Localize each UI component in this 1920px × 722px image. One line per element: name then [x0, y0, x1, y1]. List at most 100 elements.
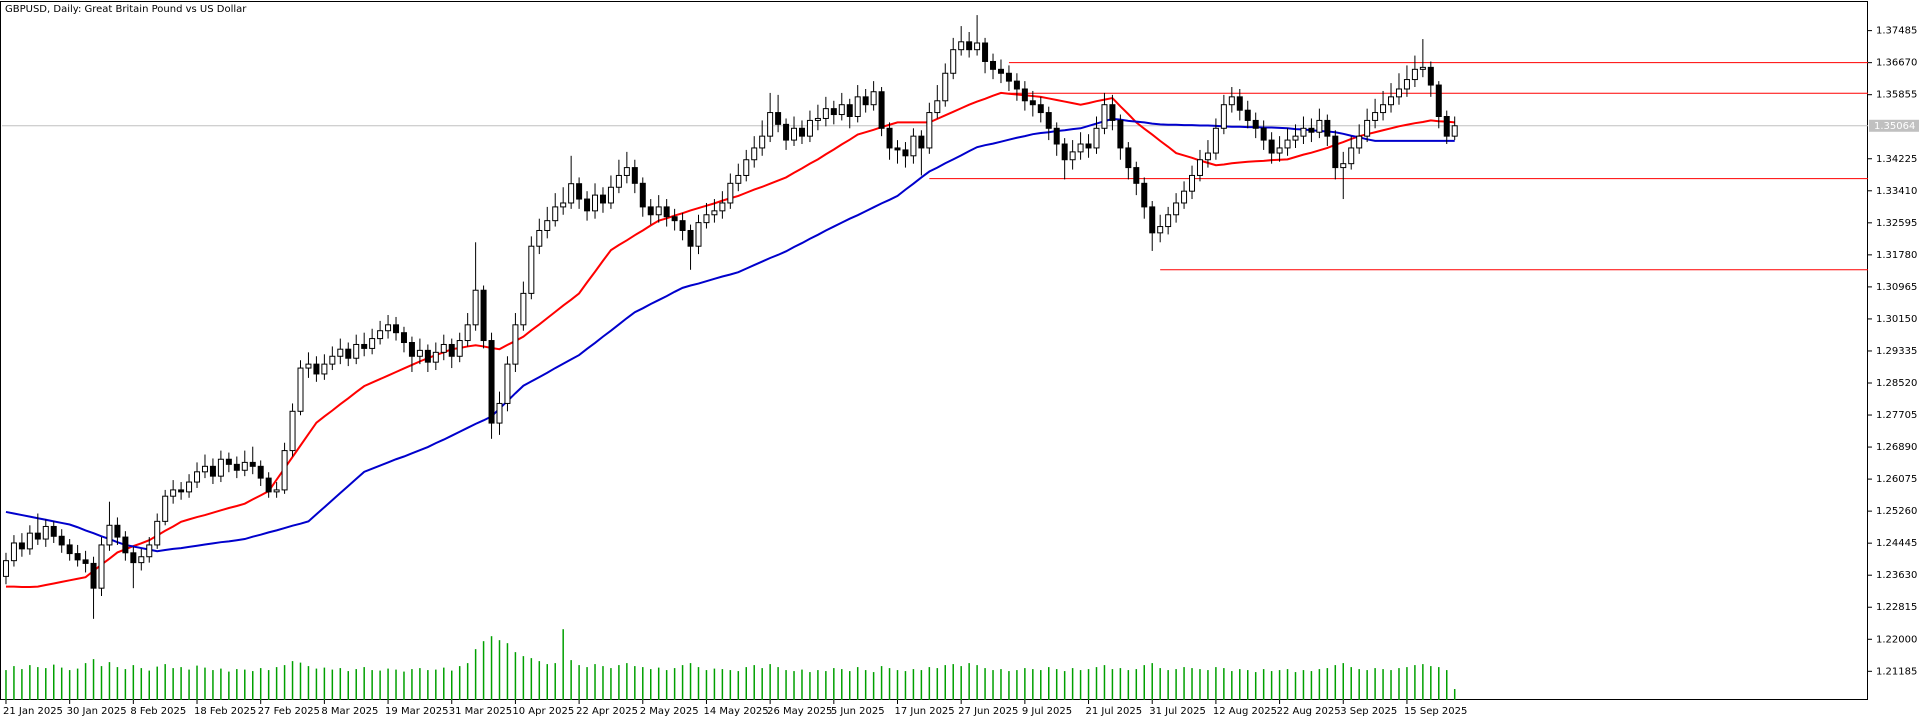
- candle-body: [1300, 127, 1307, 137]
- candle-body: [58, 535, 65, 546]
- candle-body: [1125, 147, 1132, 169]
- candle-body: [623, 167, 630, 176]
- chart-title: GBPUSD, Daily: Great Britain Pound vs US…: [5, 4, 247, 15]
- y-tick-label: 1.24445: [1876, 538, 1917, 549]
- candle-body: [2, 560, 9, 577]
- y-tick-label: 1.33410: [1876, 186, 1917, 197]
- moving-average: [5, 117, 1455, 553]
- candle-body: [225, 458, 232, 465]
- candle-body: [671, 216, 678, 222]
- candle-body: [464, 324, 471, 342]
- x-tick-label: 3 Sep 2025: [1340, 706, 1397, 717]
- y-tick-label: 1.34225: [1876, 154, 1917, 165]
- candle-body: [910, 135, 917, 157]
- candle-body: [1021, 88, 1028, 102]
- candle-body: [1443, 115, 1450, 137]
- y-tick-label: 1.30965: [1876, 282, 1917, 293]
- candle-body: [1157, 226, 1164, 234]
- candle-body: [1196, 159, 1203, 176]
- candle-body: [838, 104, 845, 116]
- x-tick-label: 27 Jun 2025: [958, 706, 1018, 717]
- y-tick-label: 1.27705: [1876, 410, 1917, 421]
- candle-body: [1372, 112, 1379, 121]
- x-tick-label: 9 Jul 2025: [1022, 706, 1072, 717]
- candle-body: [424, 349, 431, 363]
- y-tick-label: 1.25260: [1876, 506, 1917, 517]
- x-tick-label: 31 Jul 2025: [1149, 706, 1206, 717]
- candle-body: [783, 123, 790, 141]
- candle-body: [90, 562, 97, 589]
- candle-body: [1260, 127, 1267, 141]
- candle-body: [146, 544, 153, 558]
- candle-body: [42, 525, 49, 540]
- candle-body: [329, 355, 336, 365]
- candle-body: [1085, 143, 1092, 149]
- candle-body: [385, 324, 392, 332]
- candle-body: [345, 348, 352, 359]
- candle-body: [1029, 100, 1036, 106]
- price-tag: 1.35064: [1869, 119, 1919, 132]
- x-tick-label: 5 Jun 2025: [831, 706, 885, 717]
- candle-body: [1403, 79, 1410, 90]
- candle-body: [751, 147, 758, 161]
- candle-body: [1356, 135, 1363, 149]
- candle-body: [647, 206, 654, 216]
- candle-body: [902, 149, 909, 157]
- candle-body: [974, 42, 981, 51]
- candle-body: [599, 194, 606, 204]
- candle-body: [488, 340, 495, 424]
- candle-body: [576, 183, 583, 200]
- candle-body: [997, 68, 1004, 74]
- candle-body: [1212, 127, 1219, 154]
- candle-body: [241, 461, 248, 471]
- candle-body: [1380, 104, 1387, 114]
- candle-body: [1411, 68, 1418, 81]
- candle-body: [257, 465, 264, 479]
- candle-body: [122, 536, 129, 554]
- candle-body: [1236, 96, 1243, 111]
- candle-body: [1324, 119, 1331, 137]
- candle-body: [1388, 96, 1395, 106]
- candle-body: [894, 147, 901, 151]
- candle-body: [1332, 135, 1339, 169]
- candle-body: [209, 465, 216, 477]
- candle-body: [353, 343, 360, 359]
- candle-body: [854, 96, 861, 117]
- candle-body: [1013, 80, 1020, 90]
- candle-body: [791, 127, 798, 141]
- candle-body: [18, 542, 25, 550]
- x-tick-label: 18 Feb 2025: [194, 706, 256, 717]
- candle-body: [918, 135, 925, 149]
- candle-body: [273, 489, 280, 493]
- x-tick-label: 19 Mar 2025: [385, 706, 448, 717]
- price-tag-box: [1869, 119, 1919, 132]
- candle-body: [289, 410, 296, 452]
- candle-body: [639, 182, 646, 208]
- y-tick-label: 1.29335: [1876, 346, 1917, 357]
- candle-body: [337, 348, 344, 357]
- candle-body: [560, 202, 567, 208]
- candle-body: [1419, 66, 1426, 70]
- x-tick-label: 30 Jan 2025: [67, 706, 127, 717]
- candle-body: [1181, 190, 1188, 204]
- candle-body: [1268, 139, 1275, 154]
- candle-body: [663, 206, 670, 218]
- candle-body: [217, 458, 224, 477]
- candle-body: [934, 100, 941, 114]
- candle-body: [830, 108, 837, 116]
- y-tick-label: 1.36670: [1876, 58, 1917, 69]
- candle-body: [138, 556, 145, 564]
- candle-body: [798, 127, 805, 137]
- candle-body: [1037, 104, 1044, 114]
- candle-body: [958, 41, 965, 51]
- candle-body: [1101, 104, 1108, 129]
- x-tick-label: 21 Jan 2025: [3, 706, 63, 717]
- candle-body: [1435, 84, 1442, 117]
- candle-body: [1093, 127, 1100, 149]
- y-tick-label: 1.26890: [1876, 442, 1917, 453]
- x-tick-label: 17 Jun 2025: [895, 706, 955, 717]
- candle-body: [1316, 119, 1323, 133]
- candle-body: [34, 532, 41, 540]
- x-tick-label: 26 May 2025: [767, 706, 832, 717]
